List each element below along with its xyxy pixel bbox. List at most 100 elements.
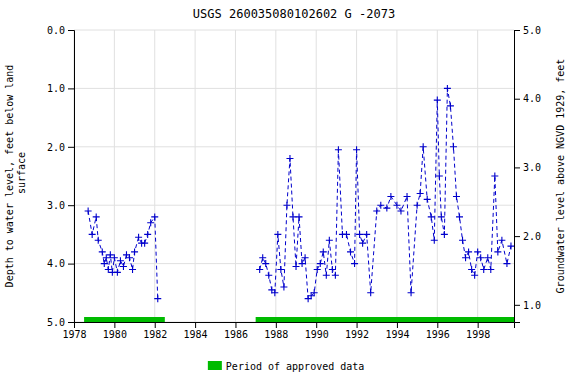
marker	[332, 272, 339, 279]
grid-line	[396, 30, 397, 322]
marker	[447, 102, 454, 109]
axis-title: Groundwater level above NGVD 1929, feet	[555, 59, 566, 294]
tick-mark	[514, 30, 520, 31]
marker	[147, 219, 154, 226]
tick-mark	[514, 236, 520, 237]
marker	[335, 146, 342, 153]
marker	[311, 289, 318, 296]
marker	[359, 240, 366, 247]
grid-line	[74, 30, 514, 31]
marker	[151, 213, 158, 220]
marker	[274, 231, 281, 238]
marker	[280, 283, 287, 290]
marker	[428, 213, 435, 220]
grid-line	[154, 30, 155, 322]
marker	[468, 266, 475, 273]
marker	[387, 193, 394, 200]
marker	[99, 248, 106, 255]
tick-label: 3.0	[47, 200, 65, 211]
tick: 1990	[305, 322, 329, 340]
axis: 1978198019821984198619881990199219941996…	[62, 322, 514, 340]
marker	[135, 234, 142, 241]
line	[88, 211, 158, 299]
tick-label: 1992	[345, 329, 369, 340]
marker	[126, 254, 133, 261]
tick-label: 1986	[224, 329, 248, 340]
marker	[299, 260, 306, 267]
tick-label: 4.0	[47, 258, 65, 269]
marker	[343, 231, 350, 238]
tick-label: 0.0	[47, 25, 65, 36]
marker	[431, 237, 438, 244]
tick-mark	[514, 167, 520, 168]
marker	[408, 289, 415, 296]
tick-label: 1988	[264, 329, 288, 340]
marker	[259, 254, 266, 261]
marker	[262, 260, 269, 267]
marker	[383, 205, 390, 212]
marker	[296, 213, 303, 220]
marker	[314, 266, 321, 273]
tick-mark	[514, 99, 520, 100]
grid-line	[195, 30, 196, 322]
tick: 1988	[264, 322, 288, 340]
tick-mark	[68, 88, 74, 89]
marker	[494, 248, 501, 255]
marker	[277, 266, 284, 273]
axis: 1.02.03.04.05.0	[514, 25, 541, 323]
marker	[363, 231, 370, 238]
marker	[459, 237, 466, 244]
tick: 4.0	[47, 258, 74, 269]
plot-area: 1978198019821984198619881990199219941996…	[4, 25, 566, 340]
marker	[465, 248, 472, 255]
axis-line	[75, 323, 515, 329]
marker	[141, 240, 148, 247]
tick: 1982	[143, 322, 167, 340]
marker	[424, 196, 431, 203]
marker	[320, 248, 327, 255]
tick: 1984	[184, 322, 208, 340]
marker	[471, 272, 478, 279]
marker	[487, 266, 494, 273]
marker	[450, 143, 457, 150]
grid-line	[316, 30, 317, 322]
tick-mark	[68, 147, 74, 148]
marker	[271, 289, 278, 296]
tick-mark	[68, 322, 74, 323]
marker	[293, 263, 300, 270]
marker	[417, 190, 424, 197]
marker	[373, 208, 380, 215]
marker	[353, 146, 360, 153]
tick: 1.0	[514, 300, 541, 311]
tick-mark	[357, 322, 358, 328]
chart: 1978198019821984198619881990199219941996…	[0, 0, 576, 384]
marker	[444, 85, 451, 92]
tick: 1980	[103, 322, 127, 340]
marker	[111, 254, 118, 261]
marker	[414, 202, 421, 209]
tick: 4.0	[514, 93, 541, 104]
marker	[120, 263, 127, 270]
marker	[347, 248, 354, 255]
tick-mark	[68, 205, 74, 206]
marker	[323, 272, 330, 279]
tick-mark	[316, 322, 317, 328]
marker	[404, 193, 411, 200]
tick-label: 1.0	[523, 300, 541, 311]
marker	[498, 237, 505, 244]
marker	[477, 254, 484, 261]
marker	[420, 143, 427, 150]
tick-label: 5.0	[47, 317, 65, 328]
grid-line	[235, 30, 236, 322]
tick-mark	[68, 30, 74, 31]
marker	[438, 213, 445, 220]
tick-label: 1998	[466, 329, 490, 340]
marker	[436, 173, 443, 180]
marker	[456, 213, 463, 220]
marker	[283, 202, 290, 209]
marker	[89, 231, 96, 238]
tick: 5.0	[514, 25, 541, 36]
tick: 1986	[224, 322, 248, 340]
tick: 1998	[466, 322, 490, 340]
marker	[129, 266, 136, 273]
